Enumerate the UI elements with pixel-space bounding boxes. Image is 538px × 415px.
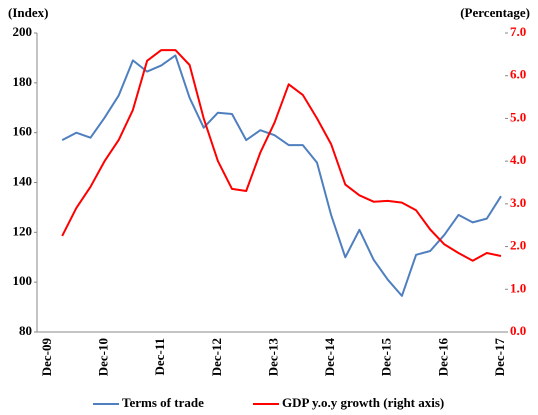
x-tick-label: Dec-17 xyxy=(492,338,507,377)
y2-tick-label: 3.0 xyxy=(510,195,526,210)
legend-label: GDP y.o.y growth (right axis) xyxy=(282,395,444,410)
y-tick-label: 160 xyxy=(13,124,33,139)
y2-tick-label: 7.0 xyxy=(510,24,526,39)
x-tick-label: Dec-10 xyxy=(96,338,111,376)
legend-label: Terms of trade xyxy=(122,395,204,410)
y2-tick-label: 2.0 xyxy=(510,238,526,253)
y2-tick-label: 1.0 xyxy=(510,280,526,295)
series-line xyxy=(61,49,502,262)
x-tick-label: Dec-14 xyxy=(322,338,337,377)
y-tick-label: 120 xyxy=(13,223,33,238)
y2-axis-label: (Percentage) xyxy=(460,5,530,20)
y2-tick-label: 0.0 xyxy=(510,323,526,338)
x-tick-label: Dec-11 xyxy=(152,338,167,376)
x-tick-label: Dec-13 xyxy=(265,338,280,377)
y-tick-label: 200 xyxy=(13,24,33,39)
x-tick-label: Dec-16 xyxy=(435,338,450,377)
y2-tick-label: 6.0 xyxy=(510,67,526,82)
x-tick-label: Dec-15 xyxy=(379,338,394,377)
x-tick-label: Dec-12 xyxy=(209,338,224,376)
y2-tick-label: 4.0 xyxy=(510,152,526,167)
y-tick-label: 100 xyxy=(13,273,33,288)
y-axis-label: (Index) xyxy=(8,5,48,20)
y2-tick-label: 5.0 xyxy=(510,109,526,124)
y-tick-label: 140 xyxy=(13,173,33,188)
x-tick-label: Dec-09 xyxy=(39,338,54,377)
series-line xyxy=(61,54,502,297)
y-tick-label: 80 xyxy=(19,323,32,338)
y-tick-label: 180 xyxy=(13,74,33,89)
